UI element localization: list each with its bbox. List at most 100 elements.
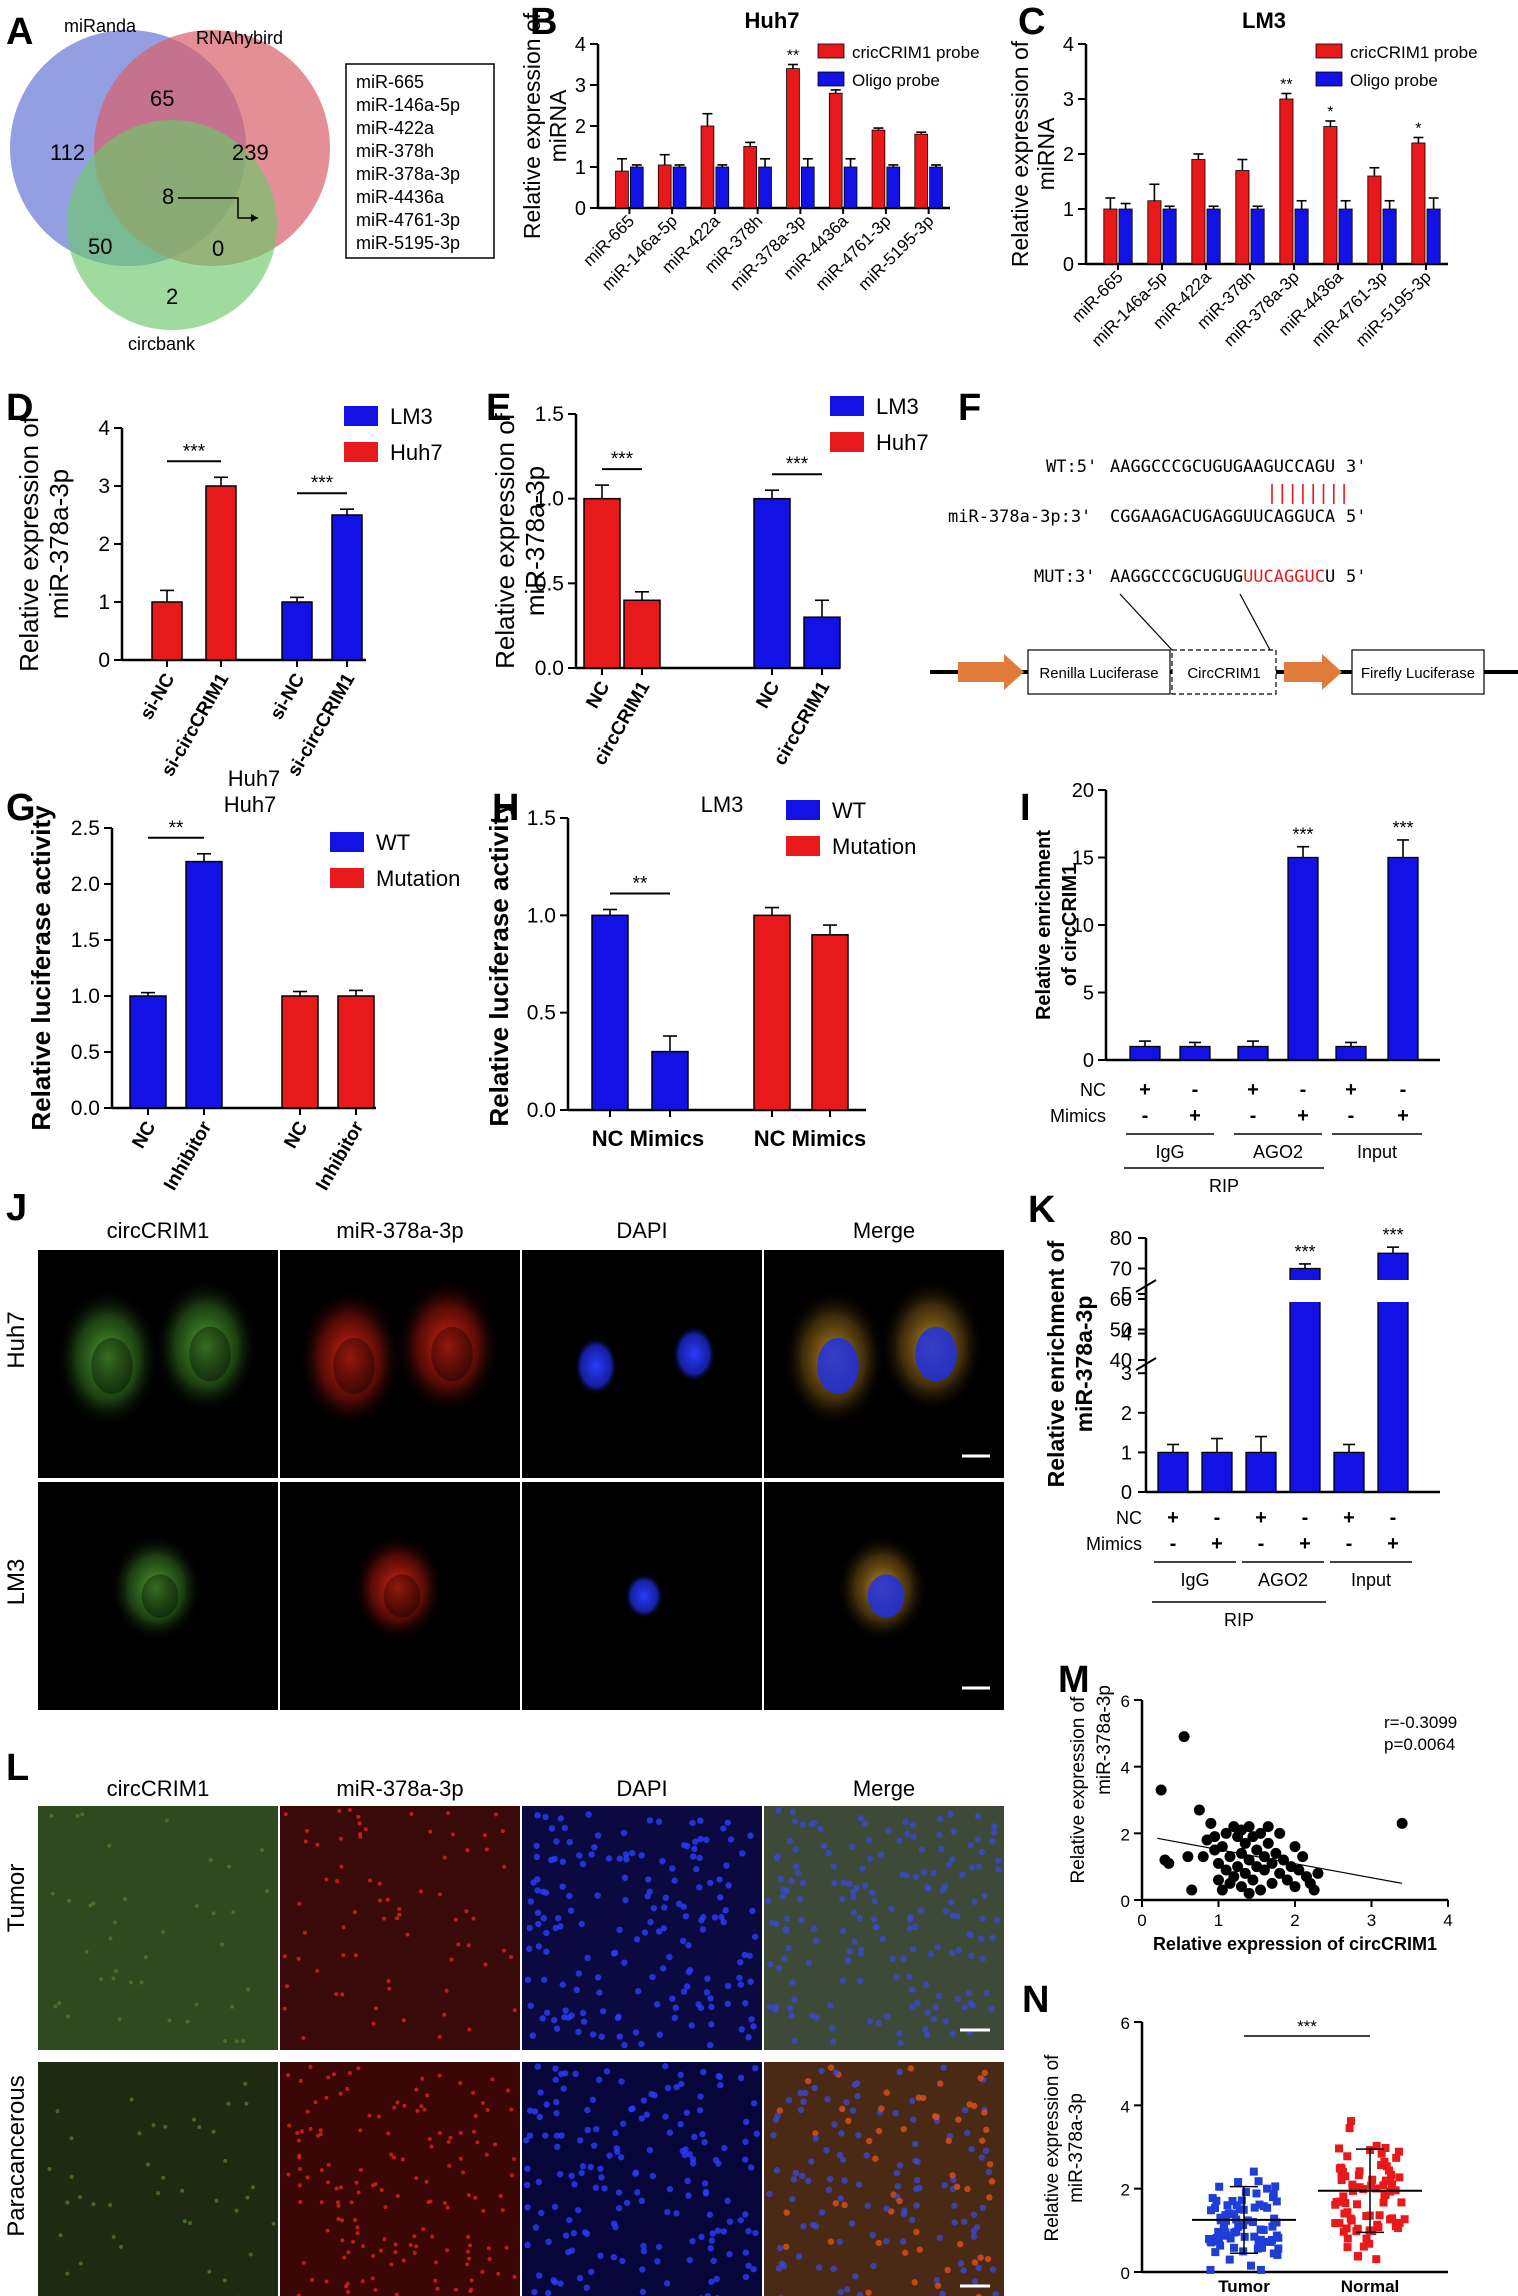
data-point (1251, 1844, 1263, 1856)
y-tick-label: 50 (1110, 1320, 1132, 1342)
data-point (1289, 1881, 1301, 1893)
bar (1333, 1451, 1365, 1493)
y-tick-label: 4 (575, 34, 586, 56)
l-col-merge: Merge (853, 1776, 915, 1801)
panel-label-G: G (6, 787, 36, 829)
panel-label-L: L (6, 1747, 29, 1789)
data-point (1379, 2181, 1388, 2190)
data-point (1343, 2152, 1352, 2161)
circcrim1-label: CircCRIM1 (1187, 665, 1260, 682)
y-axis-label: miR-378a-3p (1066, 2093, 1087, 2203)
bar (1250, 208, 1265, 265)
row-label: Mimics (1086, 1534, 1142, 1554)
data-point (1365, 2239, 1374, 2248)
data-point (1243, 1854, 1255, 1866)
bar (1179, 1045, 1211, 1061)
row-mark: + (1297, 1105, 1309, 1127)
x-tick-label: miR-5195-3p (855, 211, 938, 294)
data-point (1383, 2177, 1392, 2186)
legend-label: Huh7 (390, 440, 443, 465)
chart-B: Huh7 0 1 2 3 4 Relative expression of miRNA miR-… (519, 8, 980, 294)
row-mark: - (1192, 1079, 1199, 1101)
data-point (1384, 2166, 1393, 2175)
y-tick-label: 1.0 (527, 904, 556, 927)
venn-count-miranda-circbank: 50 (88, 234, 112, 259)
bar (828, 92, 843, 209)
data-point (1397, 2198, 1406, 2207)
bar (1118, 208, 1133, 265)
y-tick-label: 0 (1083, 1050, 1094, 1072)
row-mark: + (1211, 1533, 1223, 1555)
panel-label-M: M (1058, 1659, 1090, 1701)
data-point (1331, 2219, 1340, 2228)
row-label: NC (1080, 1080, 1106, 1100)
data-point (1249, 2167, 1258, 2176)
panel-label-A: A (6, 11, 33, 53)
data-point (1341, 2199, 1350, 2208)
significance-mark: * (1327, 104, 1333, 121)
y-axis-label: Relative expression of (519, 12, 545, 239)
data-point (1388, 2180, 1397, 2189)
data-point (1230, 2243, 1239, 2252)
data-point (1232, 1861, 1244, 1873)
y-axis-label: Relative expression of (1068, 1696, 1089, 1884)
row-mark: - (1142, 1105, 1149, 1127)
data-point (1235, 1881, 1247, 1893)
legend-label: cricCRIM1 probe (852, 43, 980, 62)
data-point (1395, 2218, 1404, 2227)
data-point (1362, 2212, 1371, 2221)
group-label: Input (1351, 1570, 1391, 1590)
y-axis-label: miRNA (1033, 117, 1059, 190)
wt-end: 3' (1346, 457, 1366, 477)
data-point (1243, 1887, 1255, 1899)
mir-sequence: CGGAAGACUGAGGUUCAGGUCA (1110, 507, 1335, 527)
data-point (1347, 2216, 1356, 2225)
data-point (1220, 2223, 1229, 2232)
data-point (1335, 2164, 1344, 2173)
data-point (1339, 2192, 1348, 2201)
group-label: AGO2 (1253, 1142, 1303, 1162)
data-point (1262, 1837, 1274, 1849)
data-point (1247, 1874, 1259, 1886)
row-mark: + (1255, 1507, 1267, 1529)
promoter-arrow-2 (1284, 654, 1342, 690)
row-mark: - (1170, 1533, 1177, 1555)
data-point (1297, 1851, 1309, 1863)
data-point (1193, 1804, 1205, 1816)
data-point (1262, 1821, 1274, 1833)
axis-break (1135, 1279, 1157, 1293)
data-point (1237, 2196, 1246, 2205)
data-point (1387, 2170, 1396, 2179)
panel-label-C: C (1018, 1, 1045, 43)
data-point (1267, 2235, 1276, 2244)
data-point (1256, 2265, 1265, 2274)
micrograph-tile (764, 1482, 1004, 1710)
y-tick-label: 1.5 (535, 403, 564, 426)
x-pair-label: NC Mimics (592, 1126, 704, 1151)
chart-D: 0 1 2 3 4 Relative expression of miR-378a-3p si… (14, 404, 443, 791)
bar (331, 514, 363, 661)
venn-label-rnahybird: RNAhybird (196, 28, 283, 48)
bar (1129, 1045, 1161, 1061)
bar (1235, 170, 1250, 265)
venn-mirna-item: miR-422a (356, 118, 435, 138)
y-tick-label: 0.0 (71, 1097, 100, 1120)
j-col-dapi: DAPI (616, 1218, 667, 1243)
y-axis-label: Relative expression of (1042, 2054, 1063, 2242)
chart-title: LM3 (1242, 8, 1286, 33)
y-tick-label: 4 (1063, 34, 1074, 56)
y-tick-label: 0.0 (535, 657, 564, 680)
data-point (1341, 2172, 1350, 2181)
data-point (1269, 2190, 1278, 2199)
bar (1323, 126, 1338, 265)
data-point (1382, 2162, 1391, 2171)
tissue-tile (280, 2062, 520, 2296)
legend-swatch (330, 832, 364, 852)
micrograph-tile (280, 1250, 520, 1478)
micrograph-tile (522, 1482, 762, 1710)
bar (672, 166, 687, 209)
group-label: Huh7 (228, 766, 281, 791)
venn-count-only-circbank: 2 (166, 284, 178, 309)
tissue-tile (280, 1806, 520, 2050)
bar (843, 166, 858, 209)
